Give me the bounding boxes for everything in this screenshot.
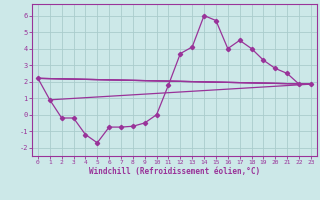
X-axis label: Windchill (Refroidissement éolien,°C): Windchill (Refroidissement éolien,°C) bbox=[89, 167, 260, 176]
